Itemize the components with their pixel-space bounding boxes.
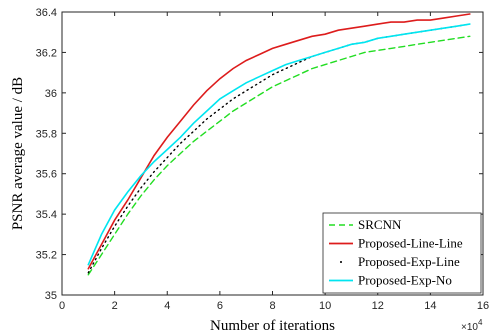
- x-axis-multiplier-base: ×10: [461, 322, 478, 333]
- x-axis-multiplier-exponent: 4: [478, 318, 483, 327]
- x-tick-label: 2: [112, 300, 118, 312]
- legend-label: SRCNN: [358, 217, 402, 232]
- x-tick-label: 0: [59, 300, 65, 312]
- legend-label: Proposed-Line-Line: [358, 236, 463, 251]
- series-layer: [87, 13, 471, 276]
- x-tick-label: 12: [372, 300, 384, 312]
- y-ticks: 35 35.2 35.4 35.6 35.8 36 36.2 36.4: [36, 7, 483, 302]
- x-tick-label: 6: [217, 300, 223, 312]
- series-line-proposed-line-line: [87, 13, 471, 270]
- legend-label: Proposed-Exp-Line: [358, 254, 460, 269]
- legend-label: Proposed-Exp-No: [358, 273, 452, 288]
- x-tick-label: 16: [477, 300, 489, 312]
- series-line-srcnn: [87, 35, 471, 276]
- y-tick-label: 36.4: [36, 7, 57, 19]
- series-line-proposed-exp-no: [87, 23, 471, 266]
- x-tick-label: 8: [269, 300, 275, 312]
- x-ticks: 0 2 4 6 8 10 12 14 16: [59, 12, 489, 312]
- y-tick-label: 35.8: [36, 128, 57, 140]
- y-tick-label: 35.2: [36, 250, 57, 262]
- x-axis-title: Number of iterations: [210, 318, 335, 334]
- x-tick-label: 10: [319, 300, 331, 312]
- y-tick-label: 36.2: [36, 47, 57, 59]
- x-tick-label: 14: [424, 300, 436, 312]
- legend: SRCNN Proposed-Line-Line Proposed-Exp-Line…: [322, 212, 482, 294]
- x-tick-label: 4: [164, 300, 170, 312]
- y-tick-label: 35.6: [36, 169, 57, 181]
- y-tick-label: 35.4: [36, 209, 57, 221]
- y-axis-title: PSNR average value / dB: [10, 77, 26, 230]
- y-tick-label: 35: [45, 290, 57, 302]
- y-tick-label: 36: [45, 88, 57, 100]
- x-axis-multiplier: ×104: [461, 318, 483, 333]
